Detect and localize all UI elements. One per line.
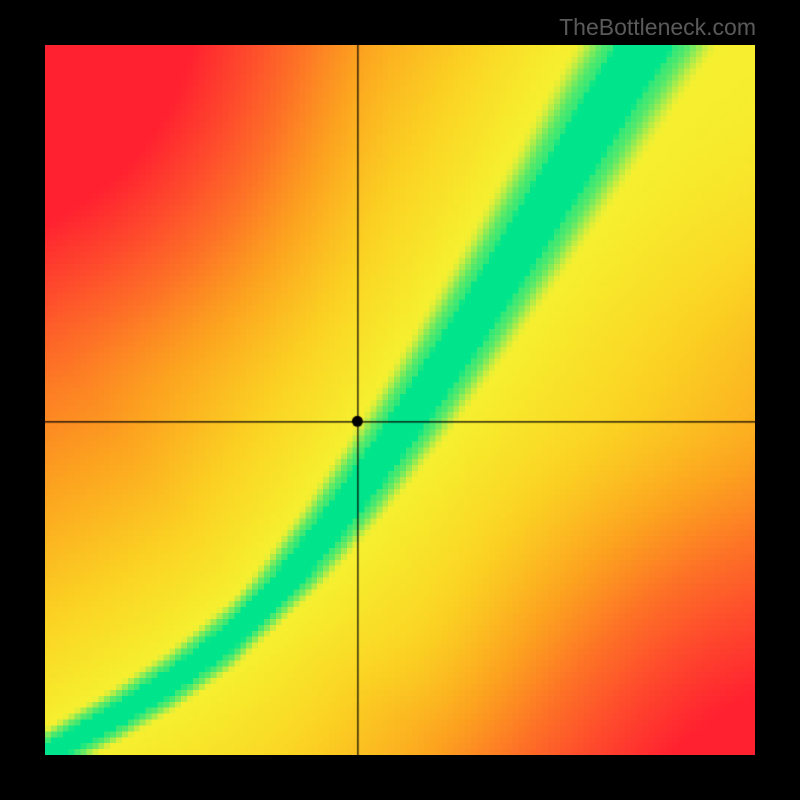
watermark-text: TheBottleneck.com <box>559 14 756 41</box>
crosshair-overlay <box>45 45 755 755</box>
